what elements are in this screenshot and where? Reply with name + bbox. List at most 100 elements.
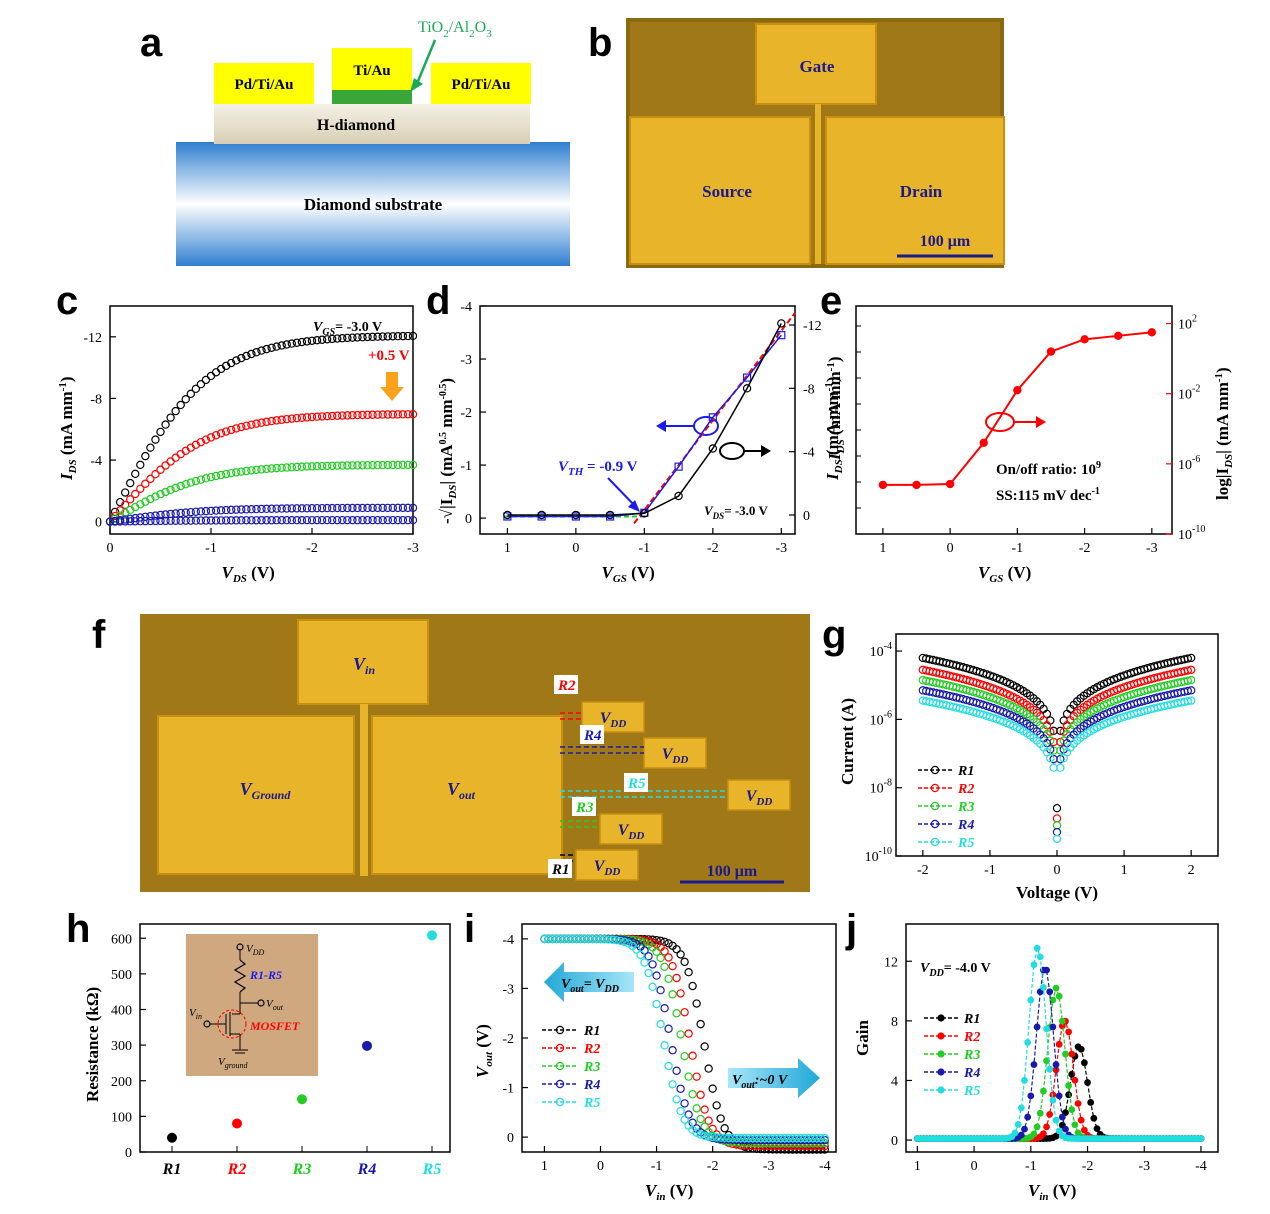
d-ids-point: [605, 510, 615, 520]
i-point: [632, 945, 641, 954]
j-point: [1068, 1106, 1076, 1113]
i-point: [692, 1128, 701, 1137]
c-point: [237, 505, 246, 514]
i-point: [696, 1090, 705, 1100]
j-point: [1027, 996, 1035, 1004]
c-point: [307, 462, 317, 471]
c-point: [383, 410, 392, 419]
c-point: [131, 469, 140, 479]
i-point: [680, 1115, 689, 1124]
vds-annotation-d: VDS= -3.0 V: [704, 503, 768, 521]
c-point: [353, 461, 362, 470]
c-point: [287, 516, 296, 525]
i-point: [804, 1133, 813, 1143]
i-point: [676, 1084, 685, 1093]
vdd-pad-r5: [727, 779, 791, 811]
c-point: [317, 503, 327, 513]
d-xtick-label: 1: [504, 541, 511, 556]
c-point: [216, 506, 226, 515]
d-xtick-label: -3: [775, 541, 787, 556]
g-ylabel: Current (A): [838, 698, 857, 785]
c-point: [322, 515, 332, 525]
i-point: [720, 1133, 729, 1143]
c-point: [171, 453, 180, 462]
c-point: [221, 505, 231, 515]
i-point: [672, 945, 681, 954]
j-point: [1052, 984, 1060, 992]
c-point: [328, 461, 337, 470]
g-point: [1183, 697, 1193, 706]
j-point: [1030, 1061, 1038, 1069]
c-point: [166, 457, 175, 466]
g-xlabel: Voltage (V): [1016, 883, 1098, 902]
c-point: [398, 410, 408, 419]
i-point: [632, 936, 641, 945]
e-xtick-label: 1: [879, 541, 886, 556]
c-series-1: [105, 410, 418, 526]
c-point: [262, 464, 271, 474]
i-point: [628, 938, 637, 947]
c-point: [252, 419, 261, 428]
j-point: [1058, 1017, 1066, 1025]
i-point: [624, 936, 633, 946]
vground-label: VGround: [240, 779, 292, 802]
i-point: [696, 1114, 705, 1124]
i-legend-r1: R1: [583, 1024, 600, 1039]
c-point: [302, 337, 312, 346]
g-xtick-label: -1: [984, 863, 996, 878]
gate-oxide: [332, 90, 412, 104]
i-point: [784, 1133, 793, 1143]
c-point: [378, 410, 387, 419]
c-point: [226, 516, 236, 525]
c-point: [151, 492, 160, 501]
c-point: [232, 505, 241, 514]
g-point: [1052, 814, 1062, 823]
i-point: [660, 962, 669, 971]
c-point: [353, 503, 362, 513]
inset-background: [186, 934, 318, 1076]
resistor-label-r5: R5: [627, 776, 646, 792]
panel-label-d: d: [426, 279, 450, 323]
i-point: [700, 1131, 709, 1140]
i-point: [568, 934, 577, 944]
c-point: [242, 516, 251, 525]
c-point: [216, 429, 226, 438]
c-point: [247, 420, 256, 429]
i-point: [664, 1024, 673, 1033]
c-point: [287, 463, 296, 472]
c-point: [398, 515, 408, 525]
plot-c: VGS= -3.0 V +0.5 V 0 -1 -2 -3 0 -4 -8 -12 VDS (V…: [57, 305, 419, 585]
h-xtick-label-r4: R4: [357, 1161, 377, 1178]
d-ids-point: [742, 384, 752, 393]
i-xtick-label: 1: [541, 1159, 548, 1174]
i-point: [580, 934, 589, 944]
c-point: [156, 465, 165, 474]
c-point: [252, 504, 261, 514]
source-pad: [629, 116, 811, 265]
j-point: [1043, 1123, 1050, 1131]
diamond-substrate-layer: [176, 142, 570, 266]
c-point: [297, 413, 307, 422]
i-xtick-label: 0: [597, 1159, 604, 1174]
g-point: [1183, 686, 1193, 696]
j-point: [1077, 1045, 1085, 1053]
i-legend-marker: [555, 1043, 565, 1053]
c-point: [196, 516, 206, 525]
c-point: [312, 515, 322, 525]
c-point: [358, 461, 367, 470]
i-point: [704, 1064, 713, 1073]
g-point: [1186, 665, 1196, 675]
c-point: [226, 468, 236, 478]
g-point: [1052, 834, 1062, 844]
g-point: [1183, 654, 1193, 663]
j-point: [1024, 1039, 1032, 1046]
contact-left-label: Pd/Ti/Au: [235, 77, 294, 93]
d-ids-point: [777, 319, 786, 328]
scale-label-b: 100 μm: [920, 233, 971, 250]
c-point: [156, 427, 165, 437]
vout-label: Vout: [447, 779, 476, 802]
c-point: [196, 507, 206, 516]
c-point: [348, 515, 357, 525]
gate-metal-label: Ti/Au: [353, 63, 390, 79]
g-legend-marker: [930, 801, 940, 811]
